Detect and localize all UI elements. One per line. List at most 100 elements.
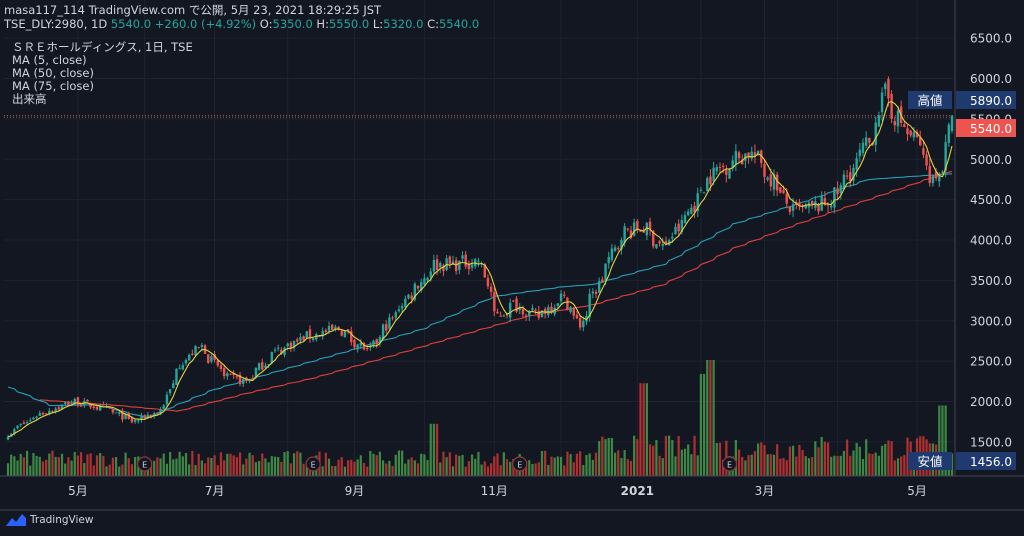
volume-bar — [865, 439, 868, 476]
legend-ma75[interactable]: MA (75, close) — [12, 79, 94, 93]
volume-bar — [356, 459, 359, 476]
candle-body — [296, 339, 299, 342]
volume-bar — [871, 454, 874, 476]
volume-bar — [750, 454, 753, 476]
volume-bar — [826, 442, 830, 476]
last-value: 5540.0 — [110, 17, 152, 31]
candle-body — [709, 176, 712, 185]
volume-bar — [92, 465, 95, 476]
low-label-tag: 安値 — [917, 454, 942, 469]
volume-bar — [550, 456, 553, 476]
candle-body — [604, 263, 607, 280]
volume-bar — [191, 451, 194, 476]
candle-body — [804, 205, 807, 209]
candle-body — [64, 402, 67, 404]
volume-bar — [617, 450, 620, 476]
volume-bar — [674, 456, 677, 476]
legend-ma5[interactable]: MA (5, close) — [12, 53, 87, 67]
volume-bar — [696, 455, 699, 476]
candle-body — [111, 409, 115, 413]
legend-volume[interactable]: 出来高 — [12, 92, 47, 106]
candle-body — [79, 405, 83, 407]
volume-bar — [709, 360, 712, 476]
legend-ma50[interactable]: MA (50, close) — [12, 66, 94, 80]
candle-body — [639, 230, 642, 232]
volume-bar — [702, 373, 706, 476]
volume-bar — [633, 435, 636, 476]
candle-body — [470, 264, 474, 268]
candle-body — [461, 255, 464, 259]
volume-bar — [896, 458, 900, 476]
volume-bar — [776, 444, 779, 476]
candle-body — [884, 83, 887, 90]
candle-body — [728, 169, 731, 179]
candle-body — [448, 256, 452, 264]
candle-body — [73, 398, 76, 405]
volume-bar — [25, 450, 29, 476]
candle-body — [502, 315, 506, 317]
price-labels: 高値 5890.0 5540.0 安値 1456.0 — [908, 91, 1016, 470]
publish-line: masa117_114 TradingView.com で公開, 5月 23, … — [4, 3, 382, 17]
candle-body — [836, 188, 839, 195]
candle-body — [741, 159, 744, 165]
volume-bar — [321, 466, 324, 476]
candle-body — [508, 302, 512, 318]
candle-body — [617, 248, 620, 250]
volume-bar — [572, 462, 575, 476]
volume-bar — [153, 460, 156, 476]
candle-body — [699, 189, 703, 191]
volume-bar — [668, 435, 671, 476]
volume-bar — [229, 453, 232, 476]
legend-title[interactable]: ＳＲＥホールディングス, 1日, TSE — [12, 40, 193, 54]
candle-body — [518, 306, 521, 311]
volume-bar — [73, 452, 76, 476]
ma5-line — [7, 101, 953, 438]
candle-body — [121, 410, 124, 420]
candle-body — [365, 347, 369, 350]
candle-body — [229, 373, 232, 375]
candle-body — [426, 277, 429, 281]
candle-body — [302, 336, 305, 341]
volume-bar — [407, 459, 410, 476]
earnings-marker-label: E — [727, 461, 732, 470]
volume-bar — [178, 451, 181, 476]
volume-bar — [410, 457, 413, 476]
y-tick-label: 5000.0 — [970, 153, 1012, 167]
volume-bar — [353, 461, 356, 476]
candle-body — [893, 121, 896, 126]
candle-body — [810, 200, 814, 205]
volume-bar — [836, 455, 839, 476]
candle-body — [168, 389, 172, 394]
volume-bar — [944, 405, 947, 476]
candle-body — [642, 230, 645, 233]
volume-bar — [563, 465, 566, 476]
candle-body — [661, 243, 664, 246]
volume-bar — [99, 453, 102, 476]
volume-bar — [385, 463, 388, 476]
tradingview-branding[interactable]: TradingView — [6, 514, 93, 526]
volume-bar — [588, 453, 591, 476]
candle-body — [626, 228, 630, 230]
candle-body — [515, 298, 518, 312]
earnings-marker-icon — [305, 456, 321, 472]
volume-bar — [744, 460, 747, 476]
candle-body — [156, 412, 159, 414]
x-tick-label: 7月 — [205, 484, 225, 498]
candle-body — [458, 260, 461, 270]
candle-body — [563, 294, 566, 296]
volume-bar — [350, 459, 353, 476]
low-label-value-bg — [956, 452, 1016, 470]
volume-bar — [130, 464, 134, 476]
candle-body — [51, 411, 54, 413]
volume-bar — [540, 451, 544, 476]
candle-body — [311, 337, 315, 340]
candle-body — [118, 411, 121, 414]
volume-bar — [655, 440, 658, 476]
volume-bar — [416, 463, 420, 476]
y-tick-label: 3500.0 — [970, 274, 1012, 288]
volume-bar — [823, 441, 826, 476]
volume-bar — [505, 459, 509, 476]
ma75-line — [39, 170, 953, 412]
